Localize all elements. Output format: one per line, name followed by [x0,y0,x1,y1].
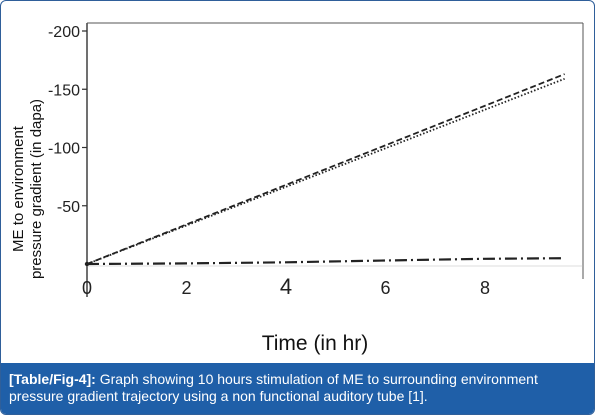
series-line-dotted [86,77,565,265]
caption-tag: [Table/Fig-4]: [9,371,96,387]
x-tick-label: 0 [82,278,92,298]
figure-caption: [Table/Fig-4]: Graph showing 10 hours st… [1,363,594,414]
series-line-dashdot [86,257,565,266]
line-chart: -200 -150 -100 -50 0 2 4 6 8 Time (in hr) ME to en… [10,22,584,355]
y-axis-label-line1: ME to environment [10,125,27,252]
series-line-dashed [86,73,565,265]
y-tick-label: -200 [48,24,80,41]
y-axis-label-line2: pressure gradient (in dapa) [28,99,45,279]
x-tick-label: 6 [380,278,390,298]
origin-point [84,261,90,267]
x-axis-label: Time (in hr) [262,332,369,355]
y-tick-label: -100 [48,141,80,158]
chart-area: -200 -150 -100 -50 0 2 4 6 8 Time (in hr) ME to en… [1,1,594,363]
x-tick-label: 4 [280,274,292,299]
x-tick-label: 8 [480,278,490,298]
x-tick-label: 2 [181,278,191,298]
y-tick-label: -50 [57,199,80,216]
y-tick-label: -150 [48,82,80,99]
caption-text: Graph showing 10 hours stimulation of ME… [9,371,538,404]
